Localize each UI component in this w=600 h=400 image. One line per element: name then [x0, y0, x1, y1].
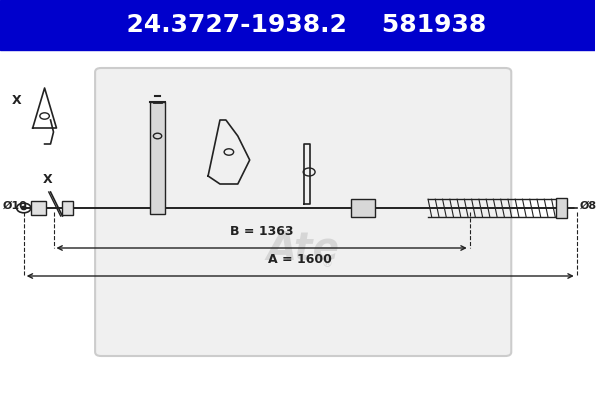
Bar	[351, 199, 374, 217]
Bar	[62, 201, 73, 215]
Text: Ate: Ate	[266, 229, 340, 267]
Bar	[0, 0, 595, 50]
Text: ®: ®	[322, 259, 332, 269]
Text: Ø10: Ø10	[3, 201, 28, 211]
Bar	[151, 102, 164, 214]
Bar	[556, 198, 566, 218]
Text: 24.3727-1938.2    581938: 24.3727-1938.2 581938	[109, 13, 486, 37]
Text: Ø8: Ø8	[580, 201, 597, 211]
FancyBboxPatch shape	[95, 68, 511, 356]
Text: X: X	[12, 94, 22, 106]
Bar	[31, 201, 46, 215]
Circle shape	[22, 206, 26, 210]
Text: A = 1600: A = 1600	[268, 253, 332, 266]
Text: X: X	[43, 174, 52, 186]
Text: B = 1363: B = 1363	[230, 225, 293, 238]
